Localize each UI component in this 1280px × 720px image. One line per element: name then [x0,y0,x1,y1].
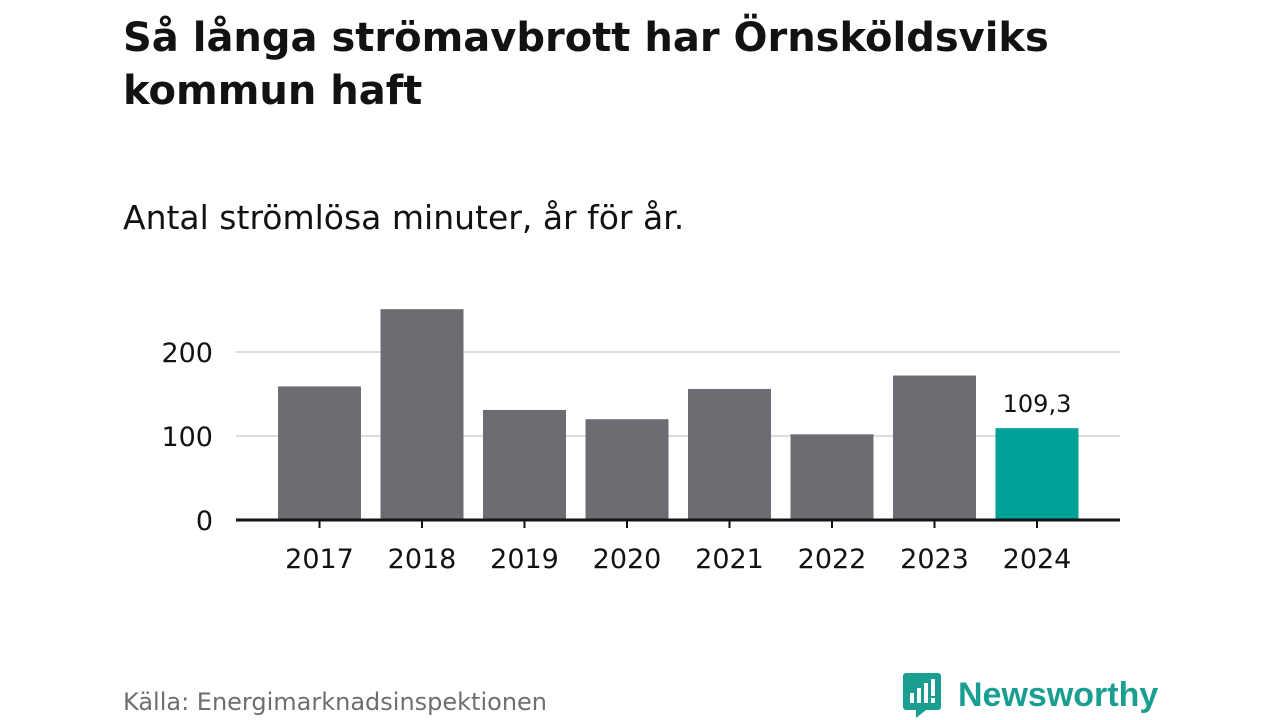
y-tick-label: 200 [161,338,213,369]
bar [688,388,771,520]
bar [585,419,669,520]
brand-name: Newsworthy [958,675,1159,714]
x-tick-label: 2021 [695,544,764,575]
x-tick-label: 2018 [388,544,457,575]
x-tick-label: 2024 [1003,544,1072,575]
bar [278,386,361,520]
y-tick-label: 0 [196,506,213,537]
brand-logo: Newsworthy [902,671,1158,719]
bar-chart: 0 100 200 2017 2018 2019 2020 2021 2022 2023 2024 1… [161,309,1120,575]
x-tick-label: 2023 [900,544,969,575]
x-tick-label: 2017 [285,544,354,575]
bar [483,409,566,520]
bar [790,434,874,520]
chart-subtitle: Antal strömlösa minuter, år för år. [123,198,685,237]
bar [893,375,976,520]
data-label: 109,3 [1003,390,1072,418]
source-note: Källa: Energimarknadsinspektionen [123,688,548,716]
x-tick-label: 2022 [798,544,867,575]
y-tick-label: 100 [161,422,213,453]
x-tick-label: 2019 [490,544,559,575]
chart-title: Så långa strömavbrott har Örnsköldsviks … [123,15,1049,114]
bar [380,309,464,520]
newsworthy-logo-icon [903,673,941,718]
x-tick-label: 2020 [593,544,662,575]
bar-highlighted [995,428,1079,520]
